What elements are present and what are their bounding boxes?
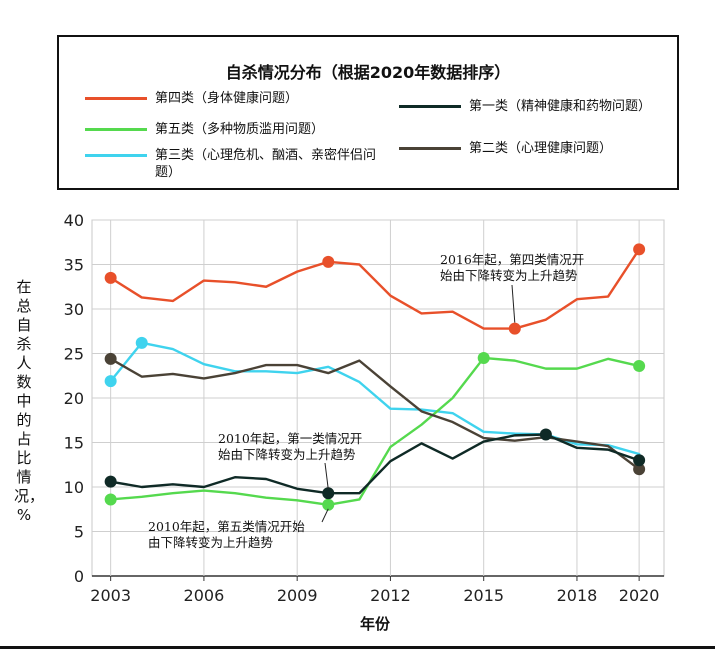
legend-label-category-1: 第一类（精神健康和药物问题） [469,99,652,114]
x-tick-label: 2018 [557,586,598,605]
legend-swatch-category-3 [85,154,147,157]
series-marker-1 [104,493,117,506]
legend-swatch-category-5 [85,128,147,131]
annotation-text-2: 2010年起，第五类情况开始 [148,519,305,534]
legend-label-category-3: 第三类（心理危机、酗酒、亲密伴侣问题） [155,148,377,180]
series-marker-3 [633,454,646,467]
y-axis-label: 在总自杀人数中的占比情况，% [14,278,45,524]
series-marker-0 [633,243,646,256]
legend-item-category-4: 第四类（身体健康问题） [85,90,298,107]
x-tick-label: 2009 [277,586,318,605]
x-axis-label: 年份 [360,615,391,633]
series-marker-1 [477,351,490,364]
x-tick-label: 2012 [370,586,411,605]
annotation-leader-0 [511,284,516,323]
series-marker-3 [104,475,117,488]
legend-label-category-4: 第四类（身体健康问题） [155,91,299,106]
x-tick-label: 2020 [619,586,660,605]
legend-label-category-2: 第二类（心理健康问题） [469,141,613,156]
y-tick-label: 30 [64,300,84,319]
legend-swatch-category-2 [399,147,461,150]
series-line-1 [109,356,641,506]
legend-item-category-3: 第三类（心理危机、酗酒、亲密伴侣问题） [85,147,385,181]
series-marker-0 [508,322,521,335]
legend-label-category-5: 第五类（多种物质滥用问题） [155,122,325,137]
annotation-text-2: 由下降转变为上升趋势 [148,535,274,550]
legend-item-category-5: 第五类（多种物质滥用问题） [85,121,324,138]
y-tick-label: 40 [64,211,84,230]
annotation-text-1: 始由下降转变为上升趋势 [218,447,356,462]
x-tick-label: 2003 [90,586,131,605]
y-tick-label: 25 [64,345,84,364]
series-marker-3 [322,487,335,500]
series-marker-4 [633,463,646,476]
series-marker-2 [135,336,148,349]
series-line-3 [109,433,641,495]
y-tick-label: 20 [64,389,84,408]
series-marker-0 [104,271,117,284]
legend-swatch-category-4 [85,97,147,100]
series-line-0 [109,248,641,330]
chart-legend: 自杀情况分布（根据2020年数据排序） 第四类（身体健康问题） 第五类（多种物质… [57,35,679,190]
series-marker-2 [104,375,117,388]
bottom-rule [0,646,715,649]
x-tick-label: 2006 [184,586,225,605]
y-tick-label: 0 [74,567,84,586]
annotation-leader-2 [321,508,329,523]
legend-swatch-category-1 [399,105,461,108]
y-tick-label: 15 [64,434,84,453]
annotation-text-1: 2010年起，第一类情况开 [218,431,362,446]
y-tick-label: 35 [64,256,84,275]
y-tick-label: 5 [74,523,84,542]
series-marker-1 [322,498,335,511]
series-marker-0 [322,255,335,268]
series-marker-4 [104,352,117,365]
legend-item-category-1: 第一类（精神健康和药物问题） [399,98,651,115]
y-tick-label: 10 [64,478,84,497]
annotation-leader-1 [324,462,329,490]
series-marker-3 [539,428,552,441]
legend-item-category-2: 第二类（心理健康问题） [399,140,612,157]
annotation-text-0: 始由下降转变为上升趋势 [440,268,578,283]
chart-title: 自杀情况分布（根据2020年数据排序） [225,63,511,82]
x-tick-label: 2015 [463,586,504,605]
annotation-text-0: 2016年起，第四类情况开 [440,252,584,267]
series-line-4 [109,357,641,471]
series-marker-1 [633,359,646,372]
